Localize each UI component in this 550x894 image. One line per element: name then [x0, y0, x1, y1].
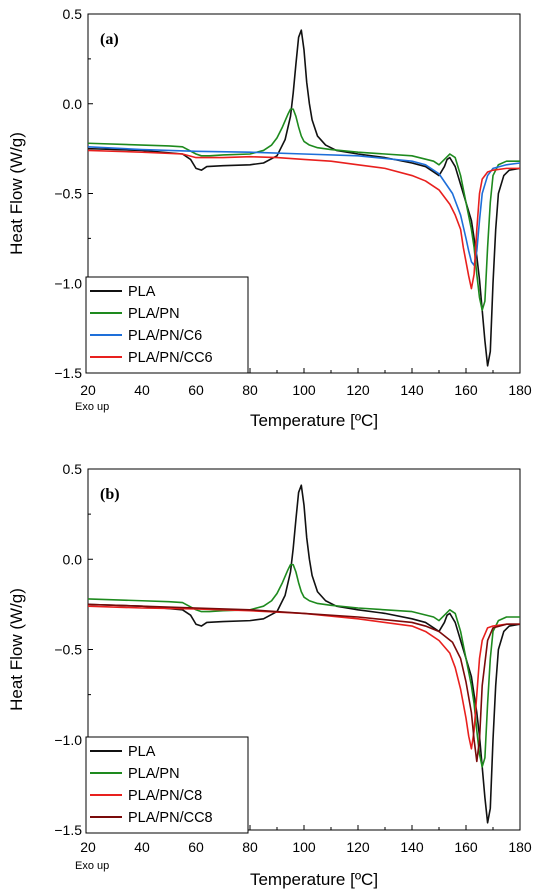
y-tick-label: 0.5 [63, 461, 83, 477]
y-tick-label: −1.0 [54, 732, 82, 748]
y-tick-label: 0.0 [63, 551, 83, 567]
series-line [88, 29, 520, 367]
x-tick-label: 160 [454, 382, 478, 398]
x-tick-label: 160 [454, 839, 478, 855]
x-tick-label: 60 [188, 382, 204, 398]
panel-label: (b) [100, 486, 120, 503]
series-line [88, 603, 520, 763]
series-group [88, 484, 520, 824]
panel-label: (a) [100, 31, 119, 48]
series-line [88, 108, 520, 311]
y-axis-title: Heat Flow (W/g) [7, 132, 26, 255]
y-tick-label: −0.5 [54, 186, 82, 202]
legend-label: PLA/PN [128, 766, 180, 782]
x-tick-label: 100 [292, 382, 316, 398]
x-axis-title: Temperature [ºC] [250, 411, 378, 430]
x-tick-label: 140 [400, 382, 424, 398]
legend-label: PLA/PN [128, 306, 180, 322]
y-tick-label: 0.5 [63, 6, 83, 22]
x-tick-label: 120 [346, 382, 370, 398]
legend-label: PLA/PN/CC8 [128, 810, 213, 826]
x-tick-label: 80 [242, 382, 258, 398]
x-tick-label: 20 [80, 382, 96, 398]
legend-label: PLA/PN/C6 [128, 328, 202, 344]
y-tick-label: −1.5 [54, 822, 82, 838]
x-tick-label: 100 [292, 839, 316, 855]
x-tick-label: 140 [400, 839, 424, 855]
series-line [88, 146, 520, 267]
legend-label: PLA/PN/CC6 [128, 350, 213, 366]
legend-label: PLA/PN/C8 [128, 788, 202, 804]
exo-up-note: Exo up [75, 401, 109, 413]
x-tick-label: 120 [346, 839, 370, 855]
series-line [88, 484, 520, 824]
series-line [88, 605, 520, 750]
legend: PLA PLA/PN PLA/PN/C8 PLA/PN/CC8 [85, 736, 249, 834]
y-axis-title: Heat Flow (W/g) [7, 588, 26, 711]
x-tick-label: 60 [188, 839, 204, 855]
x-axis-title: Temperature [ºC] [250, 870, 378, 889]
legend-label: PLA [128, 284, 156, 300]
y-tick-label: −1.0 [54, 275, 82, 291]
exo-up-note: Exo up [75, 860, 109, 872]
y-tick-label: −0.5 [54, 642, 82, 658]
x-tick-label: 20 [80, 839, 96, 855]
series-line [88, 149, 520, 290]
x-tick-label: 180 [508, 839, 532, 855]
y-tick-label: 0.0 [63, 96, 83, 112]
chart-panel-a: 20 40 60 80 100 120 140 160 180 0.5 0.0 −0.5 −1.0 −1.… [7, 6, 532, 430]
legend: PLA PLA/PN PLA/PN/C6 PLA/PN/CC6 [85, 276, 249, 374]
x-tick-label: 80 [242, 839, 258, 855]
x-tick-label: 180 [508, 382, 532, 398]
x-tick-label: 40 [134, 839, 150, 855]
series-group [88, 29, 520, 367]
y-tick-label: −1.5 [54, 365, 82, 381]
x-tick-label: 40 [134, 382, 150, 398]
legend-label: PLA [128, 744, 156, 760]
chart-panel-b: 20 40 60 80 100 120 140 160 180 0.5 0.0 −0.5 −1.0 −1.… [7, 461, 532, 889]
